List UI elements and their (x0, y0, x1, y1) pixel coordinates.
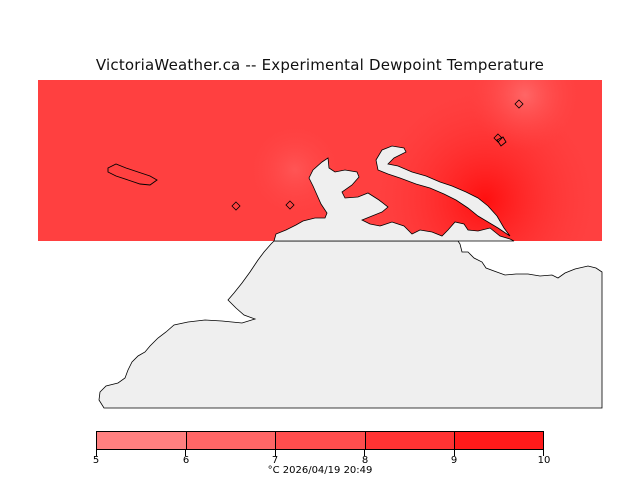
colorbar-segment (455, 432, 543, 449)
station-marker (285, 200, 295, 210)
colorbar-tick-label: 6 (182, 455, 190, 466)
island-east (496, 136, 507, 147)
colorbar-tick-label: 10 (537, 455, 551, 466)
map-title: VictoriaWeather.ca -- Experimental Dewpo… (95, 56, 545, 74)
colorbar-segment (97, 432, 187, 449)
island-west (107, 163, 158, 186)
colorbar-tick-label: 9 (450, 455, 458, 466)
land-north-shore (375, 145, 511, 237)
land-mass (98, 240, 603, 409)
colorbar-segment (276, 432, 366, 449)
colorbar-segment (187, 432, 276, 449)
station-marker (231, 201, 241, 211)
land-peninsula (273, 157, 515, 242)
colorbar-tick-label: 7 (271, 455, 279, 466)
station-markers (231, 99, 524, 211)
colorbar-tick-label: 8 (361, 455, 369, 466)
colorbar (96, 431, 544, 450)
station-marker (514, 99, 524, 109)
colorbar-tick-label: 5 (92, 455, 100, 466)
colorbar-segment (366, 432, 455, 449)
colorbar-caption: °C 2026/04/19 20:49 (267, 465, 373, 476)
station-marker (493, 133, 503, 143)
